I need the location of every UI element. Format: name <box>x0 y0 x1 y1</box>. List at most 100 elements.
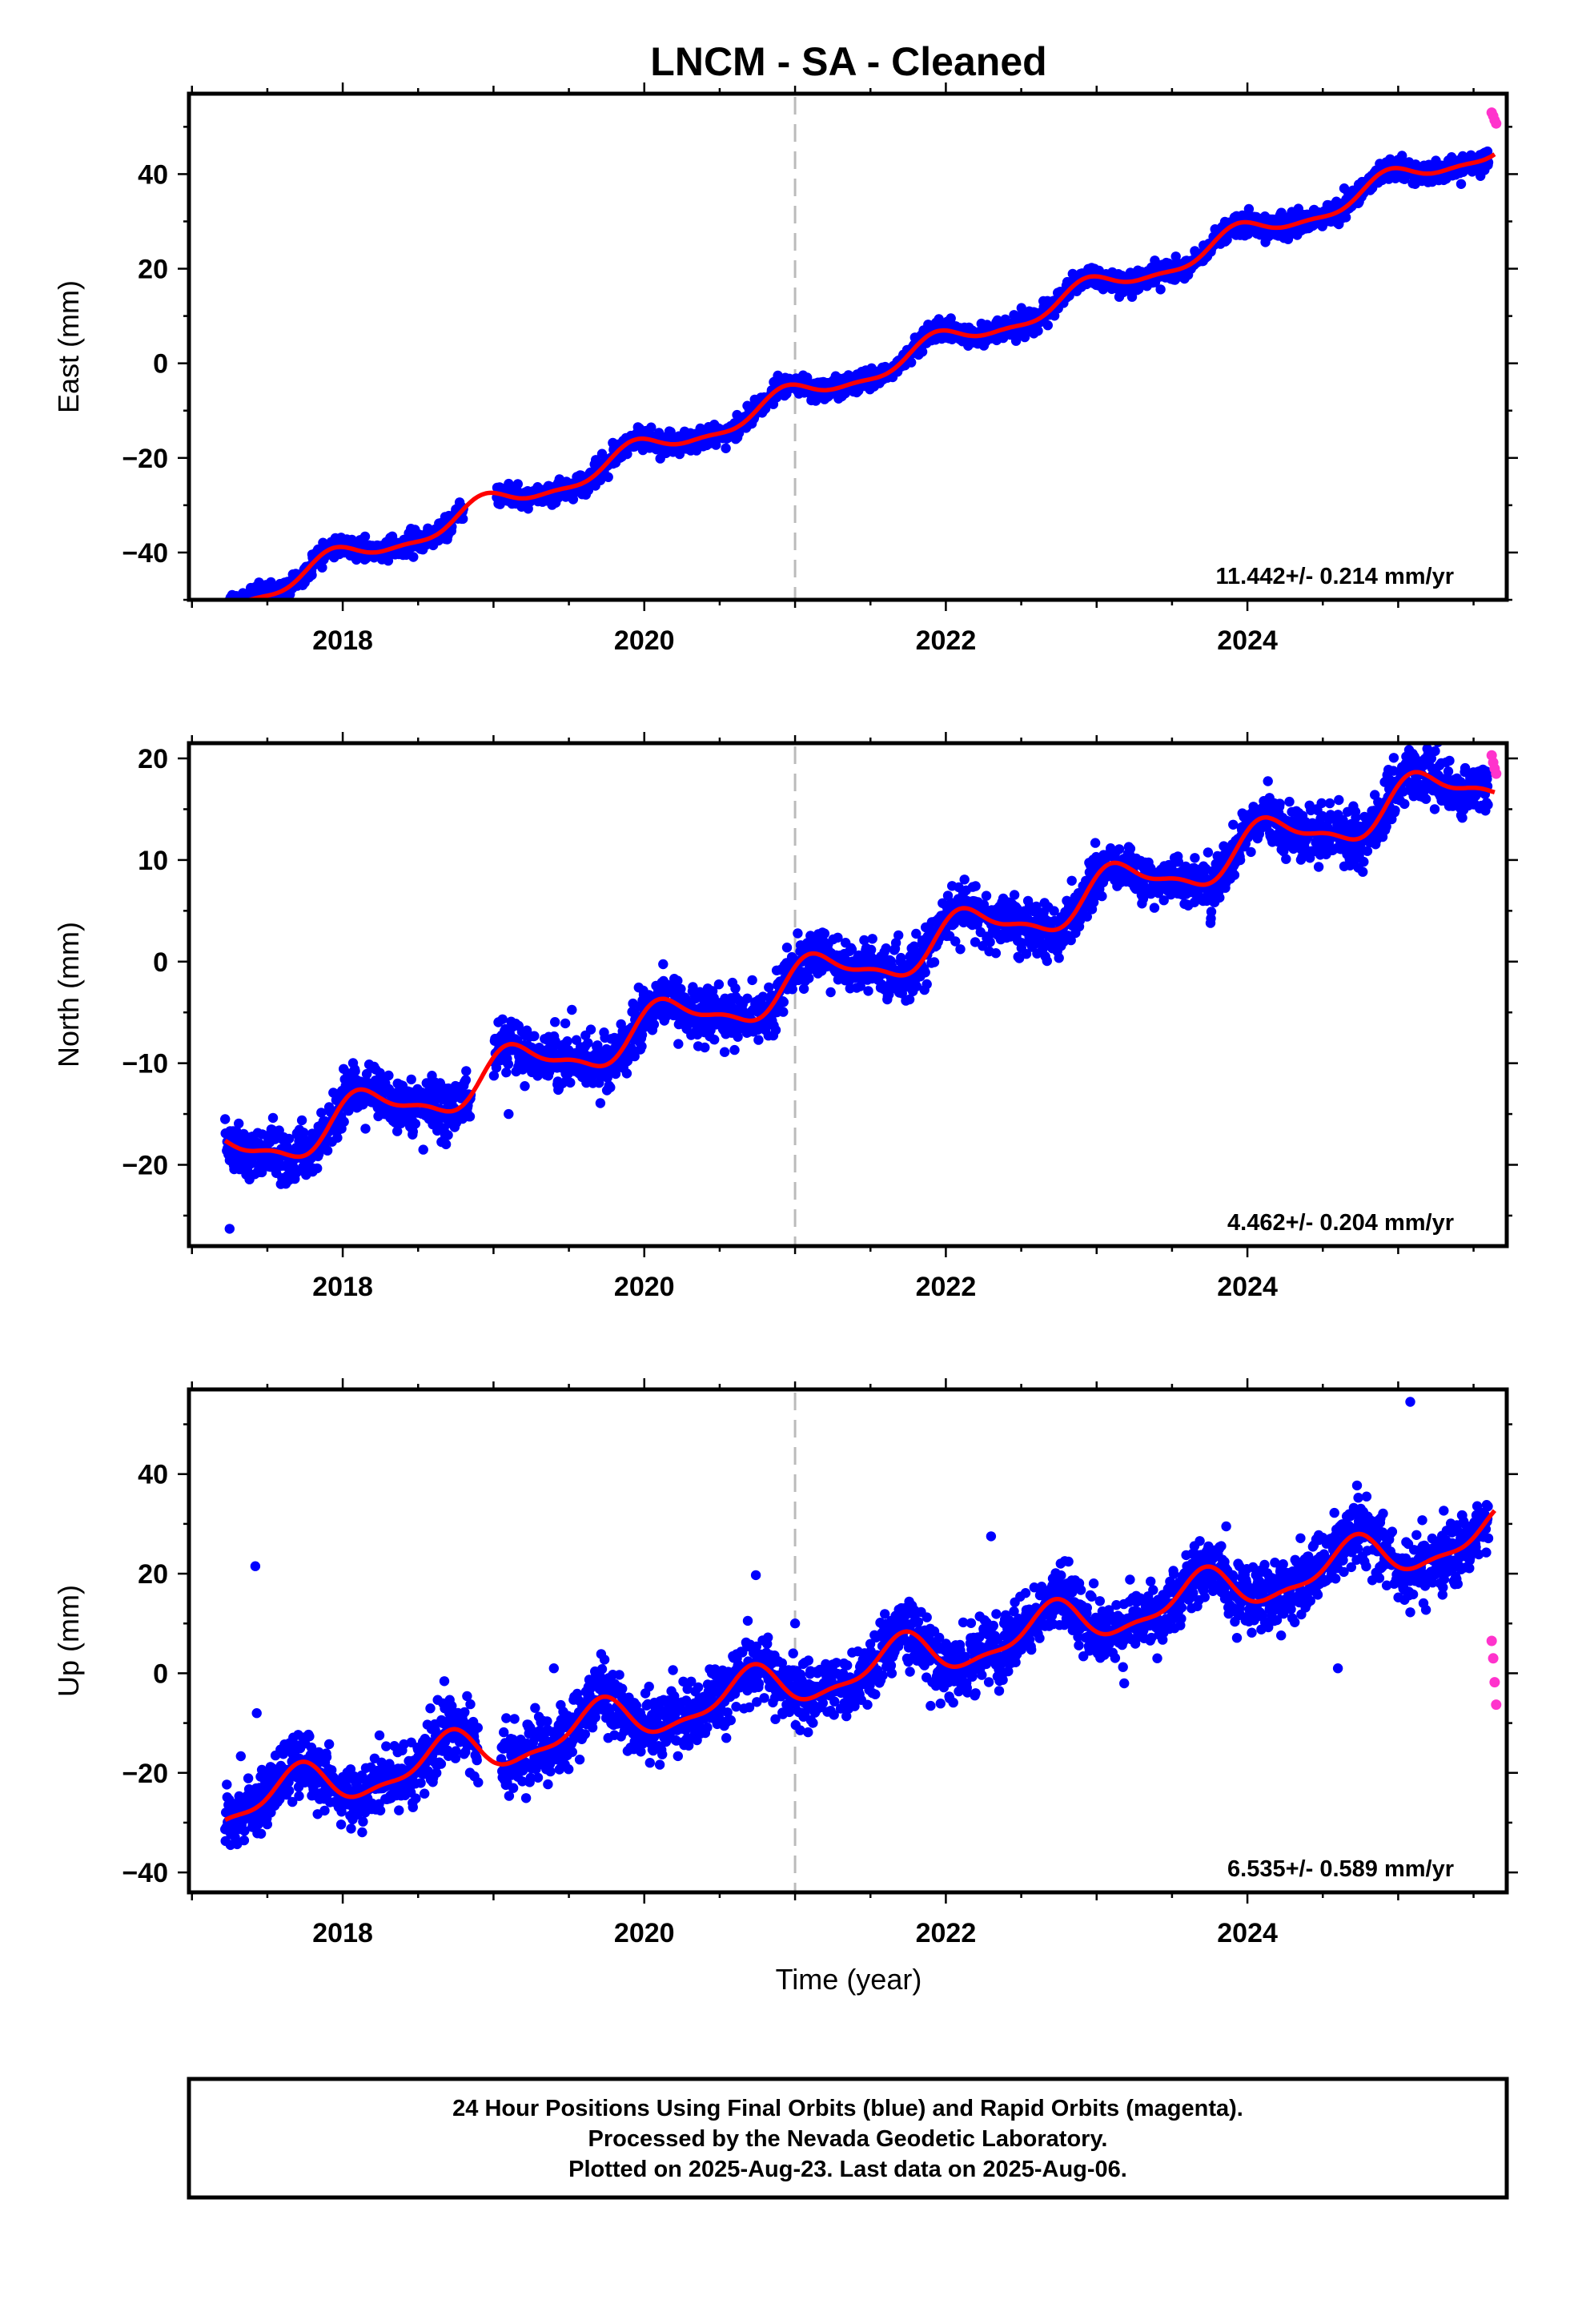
final-point <box>226 603 235 613</box>
y-tick-label: 0 <box>153 349 168 380</box>
final-point <box>520 1081 530 1092</box>
final-point <box>583 1038 593 1048</box>
final-point <box>565 1077 576 1088</box>
final-point <box>440 1139 452 1150</box>
final-point <box>970 881 981 891</box>
final-point <box>503 1059 514 1070</box>
final-point <box>221 602 231 612</box>
figure-title: LNCM - SA - Cleaned <box>650 39 1046 84</box>
final-point <box>825 987 836 998</box>
final-point <box>221 602 231 612</box>
final-point <box>220 601 230 611</box>
final-point <box>721 443 731 453</box>
final-point <box>906 357 917 368</box>
final-point <box>804 973 814 983</box>
final-point <box>231 604 240 613</box>
final-point <box>223 607 233 617</box>
final-point <box>1010 336 1022 346</box>
final-point <box>1340 212 1351 223</box>
final-point <box>359 531 371 542</box>
y-tick-label: −40 <box>122 538 168 569</box>
final-point <box>307 569 317 581</box>
final-point <box>658 959 669 970</box>
final-point <box>1066 875 1077 887</box>
rate-label-east: 11.442+/- 0.214 mm/yr <box>1216 564 1454 589</box>
final-point <box>709 1035 720 1045</box>
y-tick-label: −20 <box>122 444 168 474</box>
final-point <box>1125 843 1136 854</box>
final-point <box>1097 891 1107 902</box>
final-point <box>1126 292 1138 302</box>
final-point <box>228 611 238 621</box>
final-point <box>778 997 789 1007</box>
final-point <box>383 1070 394 1081</box>
final-point <box>317 562 327 573</box>
final-point <box>1016 303 1027 313</box>
final-point <box>418 1144 428 1155</box>
final-point <box>392 1126 403 1136</box>
final-point <box>729 1044 740 1055</box>
final-orbit-points-east <box>220 146 1494 625</box>
final-point <box>990 948 1002 959</box>
final-point <box>242 601 251 611</box>
final-point <box>560 1018 571 1029</box>
final-point <box>753 1035 764 1045</box>
final-point <box>339 1116 349 1127</box>
final-point <box>1009 890 1020 900</box>
final-point <box>981 891 992 901</box>
final-point <box>227 607 236 617</box>
final-point <box>1397 151 1407 161</box>
final-point <box>819 928 830 939</box>
final-point <box>713 979 725 990</box>
final-point <box>867 934 877 944</box>
final-point <box>267 1112 279 1124</box>
final-point <box>383 556 394 566</box>
final-point <box>497 1014 508 1025</box>
final-point <box>550 1017 560 1027</box>
final-point <box>283 1133 295 1144</box>
final-point <box>1149 903 1160 913</box>
final-point <box>332 1132 343 1143</box>
final-point <box>1243 203 1255 215</box>
final-point <box>1114 844 1125 854</box>
final-point <box>464 1112 476 1122</box>
rapid-point <box>1491 118 1502 129</box>
final-point <box>1033 325 1043 336</box>
final-point <box>621 1068 632 1079</box>
final-point <box>1042 955 1053 967</box>
final-point <box>646 422 656 432</box>
final-point <box>312 1163 323 1174</box>
y-tick-label: 40 <box>138 159 168 190</box>
final-point <box>636 1041 647 1051</box>
final-point <box>881 943 891 954</box>
y-tick-label: 20 <box>138 255 168 285</box>
final-point <box>460 1075 471 1085</box>
final-point <box>959 875 970 885</box>
final-point <box>408 552 419 562</box>
final-point <box>461 1066 472 1076</box>
final-point <box>529 1031 540 1041</box>
final-point <box>920 967 930 978</box>
final-point <box>458 513 468 525</box>
final-point <box>223 601 233 611</box>
final-point <box>491 1063 502 1073</box>
final-point <box>225 604 235 613</box>
final-point <box>228 606 238 616</box>
final-point <box>863 986 873 996</box>
x-tick-label: 2020 <box>614 625 675 656</box>
final-point <box>234 616 243 625</box>
final-point <box>605 1082 616 1093</box>
final-point <box>322 1145 333 1156</box>
final-point <box>443 1130 453 1140</box>
final-point <box>236 603 246 613</box>
final-point <box>603 472 613 482</box>
final-point <box>1042 320 1054 331</box>
final-point <box>955 944 966 955</box>
final-point <box>1170 251 1181 262</box>
final-point <box>747 975 757 986</box>
final-point <box>567 1004 577 1015</box>
final-point <box>865 944 877 955</box>
